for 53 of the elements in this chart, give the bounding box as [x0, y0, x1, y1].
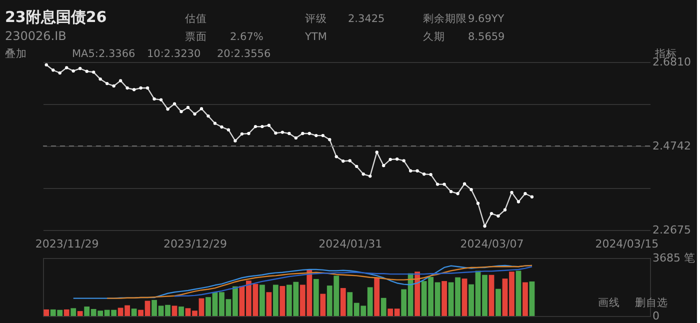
text: YTM	[304, 31, 327, 43]
x-tick-label: 2024/03/15	[595, 238, 659, 250]
text: 叠加	[5, 47, 27, 60]
text: 估值	[185, 13, 207, 25]
chart-title: 23附息国债26	[5, 8, 107, 26]
bar	[131, 308, 137, 316]
bar	[516, 270, 522, 316]
bar	[64, 309, 70, 316]
bar	[462, 278, 468, 316]
text: 9.69YY	[468, 13, 505, 25]
x-tick-label: 2024/03/07	[460, 238, 524, 250]
bar	[488, 274, 494, 316]
bar	[272, 284, 278, 316]
text: 2.67%	[230, 31, 264, 43]
text: 8.5659	[468, 31, 505, 43]
y-tick-label: 2.6810	[652, 56, 691, 68]
bar	[259, 284, 265, 316]
text: MA5:2.3366	[72, 48, 136, 60]
bar	[77, 311, 83, 316]
bar	[496, 288, 501, 316]
x-tick-label: 2023/11/29	[35, 238, 99, 250]
text: 20:2.3556	[217, 48, 271, 60]
text: 评级	[305, 13, 327, 25]
bar	[442, 281, 447, 316]
annotation: 画线	[598, 296, 620, 309]
bar	[266, 292, 272, 316]
bar	[44, 309, 50, 316]
text: 久期	[423, 31, 445, 43]
x-tick-label: 2023/12/29	[164, 238, 227, 250]
chart-subtitle: 230026.IB	[5, 29, 66, 43]
text: 剩余期限	[423, 13, 467, 25]
text: 票面	[185, 31, 207, 43]
x-tick-label: 2024/01/31	[318, 238, 382, 250]
bar	[374, 277, 380, 316]
y-tick-label: 3685 笔	[652, 252, 695, 264]
y-tick-label: 2.4742	[652, 140, 691, 152]
text: 2.3425	[348, 13, 385, 25]
line-series	[174, 266, 533, 297]
annotation: 删自选	[635, 296, 668, 309]
bar	[340, 288, 346, 316]
bar	[529, 281, 535, 316]
bar	[280, 286, 286, 316]
y-tick-label: 0	[652, 310, 660, 322]
bar	[522, 282, 528, 316]
bar	[172, 306, 178, 316]
bar	[380, 298, 386, 316]
bar	[320, 294, 326, 316]
text: 10:2.3230	[147, 48, 201, 60]
bar	[70, 308, 76, 316]
bar	[178, 306, 184, 316]
bar	[414, 272, 420, 316]
y-tick-label: 2.2675	[652, 224, 691, 236]
bar	[313, 278, 319, 316]
